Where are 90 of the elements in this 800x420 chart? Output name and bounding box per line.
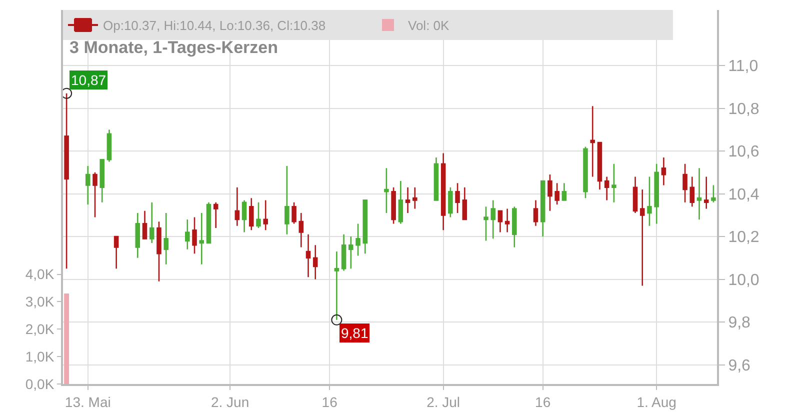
candlestick <box>696 168 702 220</box>
candlestick <box>142 210 148 240</box>
candlestick <box>192 216 197 254</box>
candlestick <box>92 172 98 218</box>
candlestick <box>597 142 602 190</box>
y-tick-label: 9,8 <box>728 314 751 332</box>
candlestick <box>690 176 695 208</box>
candlestick <box>448 186 453 218</box>
candlestick <box>100 158 104 203</box>
candlestick <box>234 186 240 226</box>
candlestick <box>206 202 212 244</box>
candlestick <box>85 165 90 206</box>
candlestick <box>554 182 560 206</box>
candlestick <box>391 186 396 224</box>
candlestick <box>356 223 360 256</box>
candlestick <box>292 202 296 224</box>
candlestick <box>248 197 254 231</box>
candlestick <box>612 163 616 203</box>
candlestick <box>398 180 404 224</box>
candlestick <box>682 163 688 203</box>
candlestick <box>306 234 311 278</box>
candlestick <box>334 250 340 321</box>
candlestick <box>512 206 517 248</box>
candlestick <box>405 186 410 214</box>
y-tick-label: 11,0 <box>728 58 758 76</box>
y2-tick-label: 3,0K <box>25 294 55 310</box>
candlestick <box>242 200 247 233</box>
candlestick <box>632 176 638 214</box>
candlestick <box>484 206 488 242</box>
candlestick <box>434 156 439 201</box>
candlestick <box>263 200 268 231</box>
x-tick-label: 16 <box>322 394 338 410</box>
candlestick <box>590 106 595 178</box>
candlestick <box>504 208 510 233</box>
y-tick-label: 10,4 <box>728 186 760 204</box>
x-tick-label: 1. Aug <box>636 394 676 410</box>
candlestick <box>583 146 588 199</box>
candlestick <box>284 165 290 236</box>
candlestick <box>256 202 261 229</box>
y-tick-label: 10,8 <box>728 100 760 118</box>
candlestick <box>540 180 546 238</box>
annotation: 9,81 <box>341 325 368 341</box>
y2-tick-label: 2,0K <box>25 321 55 338</box>
candlestick <box>213 202 218 229</box>
candlestick <box>164 212 168 265</box>
candlestick <box>362 200 368 254</box>
candlestick <box>156 220 162 282</box>
x-tick-label: 16 <box>535 394 551 410</box>
y2-tick-label: 4,0K <box>25 266 55 282</box>
candlestick <box>298 212 304 248</box>
candlestick <box>711 184 716 203</box>
candlestick <box>384 168 389 214</box>
candlestick <box>455 182 460 214</box>
candlestick <box>106 129 112 162</box>
y2-tick-label: 1,0K <box>25 348 55 364</box>
candlestick <box>654 163 659 224</box>
candlestick <box>114 236 119 270</box>
x-tick-label: 2. Jul <box>426 394 460 410</box>
x-tick-label: 13. Mai <box>64 394 111 410</box>
candlestick <box>548 174 552 212</box>
candlestick <box>498 210 503 233</box>
candlestick <box>135 212 140 259</box>
y2-tick-label: 0,0K <box>25 376 55 392</box>
y-tick-label: 10,0 <box>728 272 760 289</box>
candlestick <box>149 202 154 244</box>
candlestick <box>199 212 204 265</box>
candlestick <box>462 186 468 220</box>
candlestick <box>562 182 567 201</box>
legend-label: Op:10.37, Hi:10.44, Lo:10.36, Cl:10.38 <box>103 18 326 34</box>
candlestick <box>647 176 652 226</box>
candlestick <box>341 234 346 272</box>
candlestick <box>64 92 69 270</box>
candlestick <box>312 244 318 280</box>
candlestick <box>704 176 709 210</box>
candlestick <box>348 236 354 270</box>
candlestick <box>440 152 446 231</box>
annotation: 10,87 <box>71 72 106 88</box>
candlestick <box>640 188 645 286</box>
candlestick <box>412 186 418 210</box>
candlestick <box>185 218 190 250</box>
x-tick-label: 2. Jun <box>210 394 250 410</box>
legend-label: Vol: 0K <box>408 18 450 34</box>
candlestick <box>490 200 496 240</box>
candlestick <box>661 156 666 186</box>
text: 3 Monate, 1-Tages-Kerzen <box>70 38 278 57</box>
candlestick <box>533 200 538 226</box>
y-tick-label: 9,6 <box>728 357 751 374</box>
y-tick-label: 10,6 <box>728 144 760 161</box>
y-tick-label: 10,2 <box>728 229 760 246</box>
candlestick <box>604 176 610 201</box>
